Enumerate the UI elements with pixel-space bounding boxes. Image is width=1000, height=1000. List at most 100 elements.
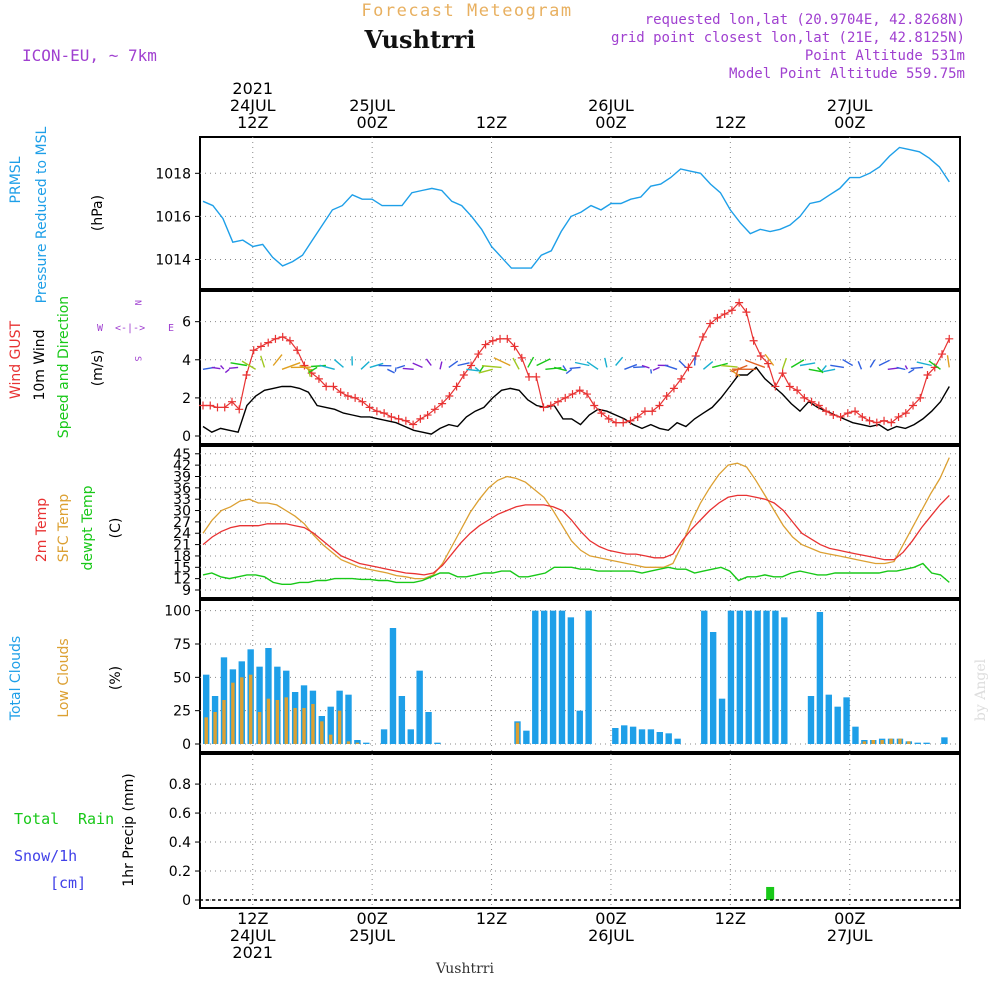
gust-marker — [706, 319, 715, 328]
wind-arrow — [702, 361, 714, 370]
wind-arrow — [369, 362, 384, 369]
wind-panel: 0 2 4 6 — [182, 290, 961, 445]
total-cloud-bar — [416, 670, 423, 744]
gust-marker — [822, 407, 831, 416]
wind-arrow — [308, 366, 318, 374]
legend-total: Total — [14, 810, 59, 828]
total-cloud-bar — [327, 706, 334, 744]
gust-marker — [496, 334, 505, 343]
gust-marker — [409, 420, 418, 429]
time-label: 12Z — [237, 909, 268, 928]
pressure-panel: 1014 1016 1018 — [155, 136, 961, 290]
total-cloud-bar — [585, 610, 592, 744]
wind-arrow — [946, 355, 950, 368]
wind-arrow — [729, 368, 741, 377]
low-cloud-bar — [871, 740, 875, 744]
grid-point-coords: grid point closest lon,lat (21E, 42.8125… — [611, 30, 965, 46]
gust-marker — [865, 416, 874, 425]
time-label: 27JUL — [827, 96, 873, 115]
gust-marker — [467, 361, 476, 370]
y-tick-label: 39 — [173, 469, 191, 485]
wind-arrow — [650, 369, 653, 374]
low-cloud-bar — [311, 704, 315, 744]
total-cloud-bar — [825, 694, 832, 744]
total-cloud-bar — [701, 610, 708, 744]
gust-marker — [633, 412, 642, 421]
total-cloud-bar — [834, 706, 841, 744]
gust-marker — [322, 382, 331, 391]
total-cloud-bar — [345, 694, 352, 744]
gust-marker — [510, 342, 519, 351]
wind-arrow — [466, 368, 479, 372]
gust-marker — [235, 405, 244, 414]
gust-marker — [394, 414, 403, 423]
gust-marker — [474, 350, 483, 359]
total-cloud-bar — [843, 697, 850, 744]
gust-marker — [880, 416, 889, 425]
wind-arrow — [536, 358, 551, 367]
low-cloud-bar — [515, 722, 520, 744]
gust-marker — [336, 388, 345, 397]
total-cloud-bar — [265, 648, 272, 744]
gust-marker — [206, 401, 215, 410]
gust-marker — [532, 372, 541, 381]
time-label: 00Z — [595, 909, 626, 928]
wind-arrow — [402, 367, 414, 371]
gust-marker — [372, 407, 381, 416]
low-cloud-bar — [862, 741, 867, 744]
wind-arrow — [823, 368, 836, 373]
panel-frame — [199, 290, 961, 445]
gust-marker — [329, 382, 338, 391]
wind-arrow — [720, 364, 738, 368]
gust-marker — [597, 409, 606, 418]
gust-line — [203, 301, 950, 426]
gust-marker — [568, 390, 577, 399]
wind-arrow — [220, 365, 225, 370]
total-cloud-bar — [727, 610, 735, 744]
low-cloud-label: Low Clouds — [56, 638, 72, 717]
temp2m-line — [202, 494, 950, 576]
wind-arrow — [821, 365, 827, 372]
gust-marker — [220, 403, 229, 412]
gust-marker — [807, 397, 816, 406]
y-tick-label: 30 — [173, 504, 191, 520]
wind-arrow — [830, 364, 845, 369]
wind-arrow — [387, 368, 395, 374]
y-tick-label: 12 — [173, 572, 191, 588]
low-cloud-bar — [275, 700, 280, 744]
gust-marker — [488, 336, 497, 345]
gust-label: Wind GUST — [8, 320, 24, 399]
wind-arrow — [554, 366, 567, 372]
total-cloud-bar — [256, 666, 263, 744]
gust-marker — [829, 411, 838, 420]
cloud-panel: 0 25 50 75 100 — [164, 599, 961, 753]
low-cloud-bar — [240, 677, 244, 744]
wind-arrow — [307, 369, 312, 378]
total-cloud-bar — [567, 617, 575, 744]
wind-arrow — [481, 365, 502, 369]
gust-marker — [438, 399, 447, 408]
total-cloud-bar — [914, 742, 921, 744]
y-tick-label: 75 — [173, 637, 191, 653]
wind-arrow — [904, 365, 908, 370]
legend-rain: Rain — [78, 810, 114, 828]
time-label: 12Z — [476, 113, 507, 132]
panel-frame — [199, 753, 961, 909]
gust-marker — [742, 308, 751, 317]
y-tick-label: 2 — [182, 391, 191, 407]
gust-marker — [843, 409, 852, 418]
y-tick-label: 18 — [173, 549, 191, 565]
wind-arrow — [633, 366, 646, 369]
gust-marker — [901, 409, 910, 418]
low-cloud-bar — [337, 710, 342, 744]
wind-arrow — [241, 360, 257, 370]
total-cloud-bar — [763, 610, 770, 744]
y-tick-label: 0.8 — [169, 777, 191, 793]
wind-labels: Wind GUST 10m Wind Speed and Direction (… — [8, 296, 174, 438]
gust-marker — [256, 342, 265, 351]
compass-rose: W <-|-> E N S — [97, 300, 174, 361]
total-cloud-bar — [745, 610, 752, 744]
wind-arrow — [425, 358, 432, 366]
y-tick-label: 9 — [182, 583, 191, 599]
gust-marker — [401, 416, 410, 425]
